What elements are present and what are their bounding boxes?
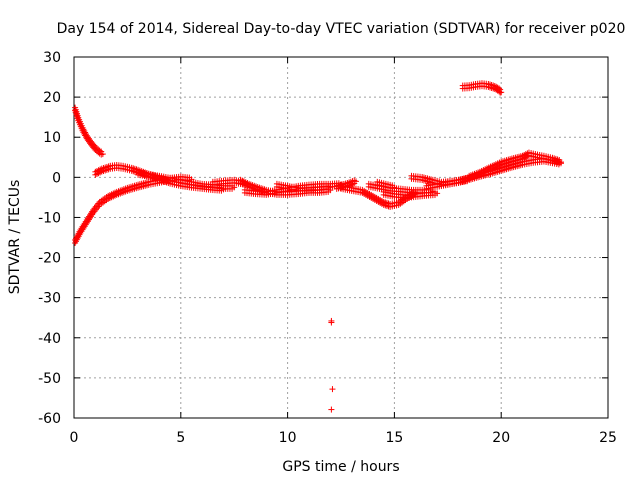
y-tick-label: 0 bbox=[52, 170, 61, 186]
data-point bbox=[352, 178, 359, 185]
x-tick-label: 0 bbox=[70, 430, 79, 446]
y-tick-label: 10 bbox=[43, 130, 61, 146]
x-tick-label: 25 bbox=[599, 430, 617, 446]
y-tick-label: -60 bbox=[38, 411, 61, 427]
chart-title: Day 154 of 2014, Sidereal Day-to-day VTE… bbox=[57, 21, 626, 37]
x-axis-label: GPS time / hours bbox=[282, 459, 399, 475]
y-tick-label: -10 bbox=[38, 210, 61, 226]
data-point bbox=[558, 159, 565, 166]
x-tick-label: 20 bbox=[492, 430, 510, 446]
tick-labels: 0 5 10 15 20 25 -60 -50 -40 -30 -20 -10 0 10 20 30 bbox=[38, 50, 617, 446]
y-tick-label: 20 bbox=[43, 90, 61, 106]
ticks bbox=[73, 56, 609, 419]
data-points bbox=[72, 80, 565, 413]
data-point bbox=[99, 151, 106, 158]
grid bbox=[74, 57, 608, 418]
x-tick-label: 15 bbox=[385, 430, 403, 446]
data-point bbox=[328, 319, 335, 326]
data-point bbox=[391, 184, 398, 191]
y-axis-label: SDTVAR / TECUs bbox=[7, 180, 23, 295]
y-tick-label: -40 bbox=[38, 331, 61, 347]
y-tick-label: -30 bbox=[38, 291, 61, 307]
plot-border bbox=[73, 56, 609, 419]
data-point bbox=[327, 184, 334, 191]
x-tick-label: 5 bbox=[176, 430, 185, 446]
data-point bbox=[434, 190, 441, 197]
data-point bbox=[328, 406, 335, 413]
y-tick-label: -20 bbox=[38, 251, 61, 267]
data-point bbox=[329, 386, 336, 393]
data-point bbox=[498, 89, 505, 96]
y-tick-label: -50 bbox=[38, 371, 61, 387]
x-tick-label: 10 bbox=[279, 430, 297, 446]
y-tick-label: 30 bbox=[43, 50, 61, 66]
